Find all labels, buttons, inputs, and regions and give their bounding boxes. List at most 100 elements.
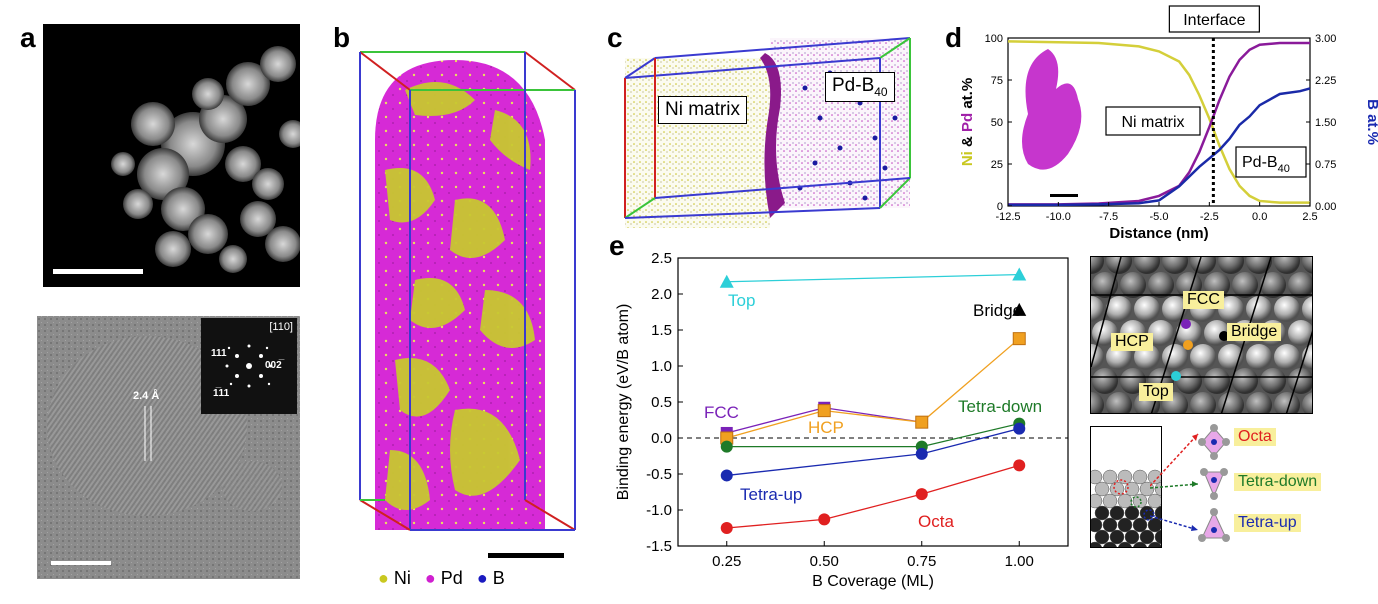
surface-atom xyxy=(1246,257,1272,274)
slab-atom xyxy=(1094,481,1110,497)
x-tick-label: 2.5 xyxy=(1302,211,1317,223)
x-tick-label: -2.5 xyxy=(1200,211,1219,223)
stem-particles xyxy=(111,46,300,273)
scale-bar xyxy=(488,553,564,558)
surface-atom xyxy=(1302,392,1312,413)
slab-atom xyxy=(1147,493,1161,509)
hrtem-image: [110] 111 002̅ 1̅11 2.4 Å xyxy=(37,316,300,579)
surface-atom xyxy=(1218,296,1244,322)
surface-atom xyxy=(1204,368,1230,394)
slab-atom xyxy=(1154,505,1161,521)
surface-atom xyxy=(1190,392,1216,413)
surface-atom xyxy=(1148,272,1174,298)
surface-atom xyxy=(1274,392,1300,413)
x-tick-label: 0.50 xyxy=(810,553,839,570)
x-axis-title: B Coverage (ML) xyxy=(812,573,934,590)
y2-axis-title: B at.% xyxy=(1364,99,1378,145)
data-point-octa xyxy=(915,488,928,501)
surface-atom xyxy=(1302,257,1312,274)
series-line-tetra-down xyxy=(726,422,1020,448)
surface-atom xyxy=(1274,296,1300,322)
data-point-octa xyxy=(818,513,831,526)
slab-atom xyxy=(1148,541,1161,547)
slab-atom xyxy=(1117,493,1133,509)
x-tick-label: -10.0 xyxy=(1046,211,1071,223)
site-label-tetra-up: Tetra-up xyxy=(1234,514,1301,532)
pd-b40-label-box xyxy=(1235,146,1307,178)
slab-atom xyxy=(1139,529,1155,545)
series-line-ni xyxy=(1007,40,1310,204)
series-label-tetra-down: Tetra-down xyxy=(958,397,1042,416)
site-label-tetra-down: Tetra-down xyxy=(1234,473,1322,491)
slab-atom xyxy=(1132,469,1148,485)
interface-label-box xyxy=(1168,5,1260,33)
data-point-tetra-up xyxy=(720,469,733,482)
ni-matrix-label: Ni matrix xyxy=(658,96,747,124)
ni-matrix-label: Ni matrix xyxy=(1121,114,1184,131)
slab-atom xyxy=(1109,505,1125,521)
surface-atom xyxy=(1218,392,1244,413)
interface-render xyxy=(624,37,911,228)
fft-zone-axis: [110] xyxy=(269,321,293,333)
surface-atom xyxy=(1260,368,1286,394)
data-point-tetra-down xyxy=(720,440,733,453)
fft-spots xyxy=(225,344,273,388)
surface-atom xyxy=(1246,344,1272,370)
surface-atom xyxy=(1134,296,1160,322)
slab-atom xyxy=(1103,541,1117,547)
surface-atom xyxy=(1091,392,1104,413)
element-legend: ● Ni ● Pd ● B xyxy=(378,568,505,589)
pd-b40-label: Pd-B40 xyxy=(825,72,895,102)
x-tick-label: 1.00 xyxy=(1005,553,1034,570)
y-axis-title: Ni & Pd at.% xyxy=(959,78,976,166)
y-axis-title: Binding energy (eV/B atom) xyxy=(615,304,632,501)
legend-item-ni: ● Ni xyxy=(378,568,411,588)
series-line-tetra-up xyxy=(726,428,1020,477)
fft-spot-111bar: 1̅11 xyxy=(213,388,230,399)
series-label-tetra-up: Tetra-up xyxy=(740,485,802,504)
fft-spot-111: 111 xyxy=(211,348,227,359)
interface-3d-box: Ni matrix Pd-B40 xyxy=(620,28,920,233)
y-tick-label: -0.5 xyxy=(646,466,672,483)
stem-image xyxy=(43,24,300,287)
surface-atom xyxy=(1162,344,1188,370)
y-tick-label: 1.5 xyxy=(651,322,672,339)
panel-label-d: d xyxy=(945,22,963,53)
slab-atom xyxy=(1132,517,1148,533)
y-tick-label: 50 xyxy=(991,117,1003,129)
site-pointer-arrows xyxy=(1150,433,1199,531)
series-label-bridge: Bridge xyxy=(973,301,1022,320)
y-tick-label: 2.0 xyxy=(651,286,672,303)
series-line-pd xyxy=(1008,41,1310,206)
y-tick-label: 0.5 xyxy=(651,394,672,411)
surface-atom xyxy=(1106,296,1132,322)
data-point-octa xyxy=(1013,459,1026,472)
slab-atom xyxy=(1124,505,1140,521)
y-tick-label: -1.5 xyxy=(646,538,672,555)
y2-tick-label: 1.50 xyxy=(1315,117,1336,129)
y-tick-label: 2.5 xyxy=(651,250,672,267)
panel-label-c: c xyxy=(607,22,623,53)
data-point-tetra-up xyxy=(915,447,928,460)
x-tick-label: -12.5 xyxy=(995,211,1020,223)
scale-bar xyxy=(53,269,143,274)
subsurface-sites-diagram: Octa Tetra-down Tetra-up xyxy=(1090,424,1370,576)
y-tick-label: -1.0 xyxy=(646,502,672,519)
surface-atom xyxy=(1091,257,1104,274)
data-point-top xyxy=(719,274,734,288)
surface-atom xyxy=(1176,368,1202,394)
legend-item-b: ● B xyxy=(476,568,505,588)
slab-atom xyxy=(1102,517,1118,533)
slab-atom xyxy=(1147,469,1161,485)
y-tick-label: 0.0 xyxy=(651,430,672,447)
panel-label-e: e xyxy=(609,230,625,261)
data-point-hcp xyxy=(1012,332,1026,346)
surface-atom xyxy=(1288,272,1312,298)
slab-atom xyxy=(1094,529,1110,545)
atom-probe-3d xyxy=(355,30,585,560)
atom-probe-render xyxy=(359,51,576,531)
slab-atom xyxy=(1154,481,1161,497)
panel-label-a: a xyxy=(20,22,36,53)
data-point-octa xyxy=(720,522,733,534)
slab-atom xyxy=(1102,493,1118,509)
